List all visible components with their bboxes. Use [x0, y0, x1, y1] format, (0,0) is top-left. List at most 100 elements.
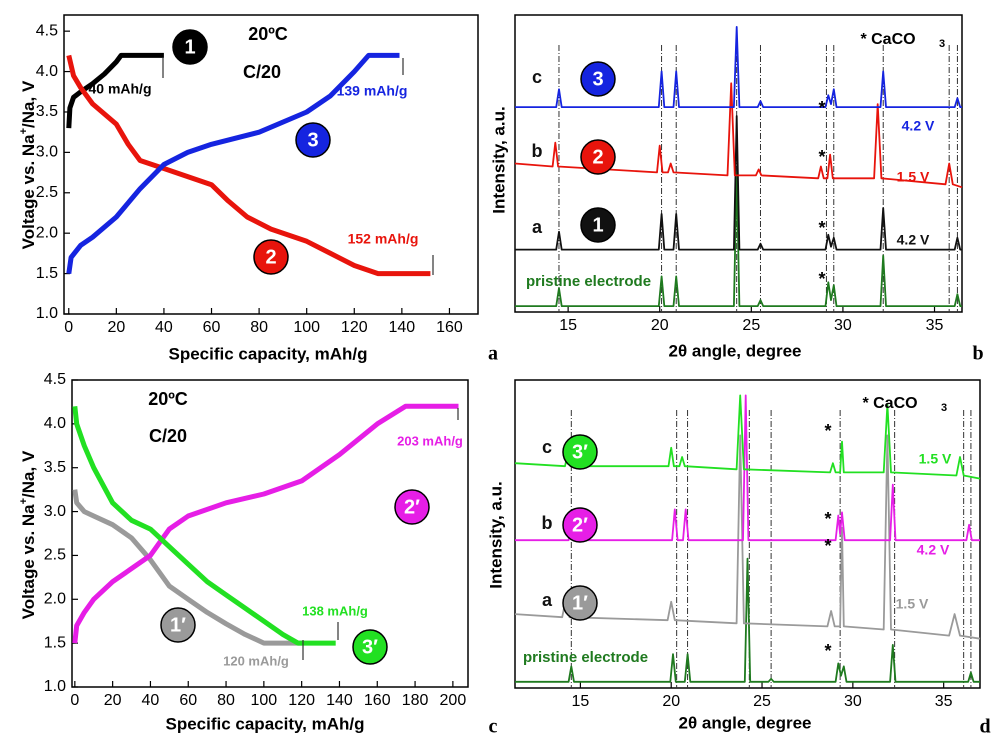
annotation: * — [824, 421, 831, 441]
x-tick-label: 15 — [559, 317, 577, 334]
y-axis-title: Voltage vs. Na+/Na, V — [18, 80, 39, 249]
voltage-label: 1.5 V — [919, 451, 952, 467]
y-axis-title: Intensity, a.u. — [489, 106, 508, 213]
annotation: * CaCO — [862, 395, 917, 412]
pattern-line — [514, 82, 963, 189]
legend-badge — [562, 585, 598, 621]
legend-label: 3′ — [362, 636, 378, 658]
y-tick-label: 3.5 — [36, 103, 58, 120]
x-tick-label: 100 — [293, 319, 320, 336]
annotation: C/20 — [243, 62, 281, 82]
legend-badge — [580, 139, 616, 175]
panel-label: a — [488, 343, 498, 365]
series-name: c — [532, 67, 542, 87]
series-name: b — [532, 141, 543, 161]
x-axis-title: Specific capacity, mAh/g — [165, 714, 364, 733]
legend-label: 3 — [592, 68, 603, 90]
legend-badge — [172, 29, 208, 65]
panel-label: c — [489, 716, 498, 738]
annotation: 20ºC — [248, 24, 288, 44]
annotation: 20ºC — [148, 389, 188, 409]
x-tick-label: 30 — [844, 693, 862, 710]
y-tick-label: 1.0 — [36, 305, 58, 322]
y-tick-label: 3.0 — [44, 503, 66, 520]
y-tick-label: 4.0 — [36, 63, 58, 80]
annotation: 40 mAh/g — [88, 81, 151, 97]
legend-label: 2′ — [572, 514, 588, 536]
y-axis-title-part: + — [18, 128, 30, 134]
x-tick-label: 20 — [104, 692, 122, 709]
series-name: a — [542, 590, 553, 610]
legend-badge — [394, 489, 430, 525]
x-tick-label: 200 — [440, 692, 467, 709]
x-tick-label: 60 — [203, 319, 221, 336]
x-tick-label: 140 — [389, 319, 416, 336]
y-tick-label: 3.0 — [36, 144, 58, 161]
legend-badge — [562, 434, 598, 470]
annotation: * CaCO — [860, 31, 915, 48]
legend-label: 2 — [592, 146, 603, 168]
annotation: * — [818, 147, 825, 167]
pattern-line — [515, 557, 980, 683]
y-tick-label: 4.5 — [44, 371, 66, 388]
pattern-line — [515, 26, 962, 108]
y-axis-title: Intensity, a.u. — [486, 481, 505, 588]
y-tick-label: 1.5 — [44, 634, 66, 651]
voltage-label: 4.2 V — [902, 118, 935, 134]
y-tick-label: 1.0 — [44, 678, 66, 695]
y-tick-label: 3.5 — [44, 459, 66, 476]
series-name: pristine electrode — [523, 649, 648, 666]
annotation: 138 mAh/g — [302, 603, 368, 618]
pattern-line — [514, 394, 981, 480]
y-tick-label: 2.5 — [44, 547, 66, 564]
x-axis-title: Specific capacity, mAh/g — [168, 344, 367, 363]
y-axis-title-part: Voltage vs. Na — [19, 504, 38, 619]
x-tick-label: 20 — [651, 317, 669, 334]
legend-label: 2 — [265, 246, 276, 268]
panel-label: d — [979, 716, 990, 738]
legend-badge — [253, 239, 289, 275]
data-line — [72, 406, 336, 646]
x-tick-label: 20 — [107, 319, 125, 336]
y-axis-title-part: /Na, V — [19, 80, 38, 128]
x-tick-label: 40 — [155, 319, 173, 336]
x-tick-label: 140 — [326, 692, 353, 709]
x-axis-title: 2θ angle, degree — [679, 713, 812, 732]
pattern-line — [515, 394, 980, 542]
legend-badge — [580, 207, 616, 243]
data-line — [66, 54, 431, 277]
plot-frame — [514, 379, 981, 689]
x-tick-label: 35 — [926, 317, 944, 334]
legend-label: 1 — [592, 214, 603, 236]
panel-label: b — [972, 343, 983, 365]
x-tick-label: 120 — [341, 319, 368, 336]
x-tick-label: 40 — [142, 692, 160, 709]
plot-frame — [71, 379, 469, 688]
legend-badge — [580, 61, 616, 97]
x-tick-label: 0 — [70, 692, 79, 709]
x-tick-label: 25 — [753, 693, 771, 710]
x-tick-label: 35 — [935, 693, 953, 710]
annotation: C/20 — [149, 426, 187, 446]
legend-label: 3 — [307, 129, 318, 151]
x-tick-label: 100 — [251, 692, 278, 709]
pattern-line — [515, 115, 962, 251]
annotation: 120 mAh/g — [223, 653, 289, 668]
legend-label: 2′ — [404, 496, 420, 518]
x-tick-label: 0 — [64, 319, 73, 336]
voltage-label: 4.2 V — [917, 542, 950, 558]
x-tick-label: 30 — [834, 317, 852, 334]
annotation: 3 — [941, 402, 947, 414]
pattern-line — [514, 434, 981, 640]
annotation: 203 mAh/g — [397, 433, 463, 448]
legend-label: 1′ — [170, 614, 186, 636]
annotation: * — [824, 641, 831, 661]
y-axis-title-part: /Na, V — [19, 450, 38, 498]
data-line — [66, 52, 164, 129]
data-line — [66, 52, 400, 274]
legend-label: 1′ — [572, 592, 588, 614]
y-axis-title: Voltage vs. Na+/Na, V — [18, 450, 39, 619]
plot-frame — [63, 14, 479, 315]
